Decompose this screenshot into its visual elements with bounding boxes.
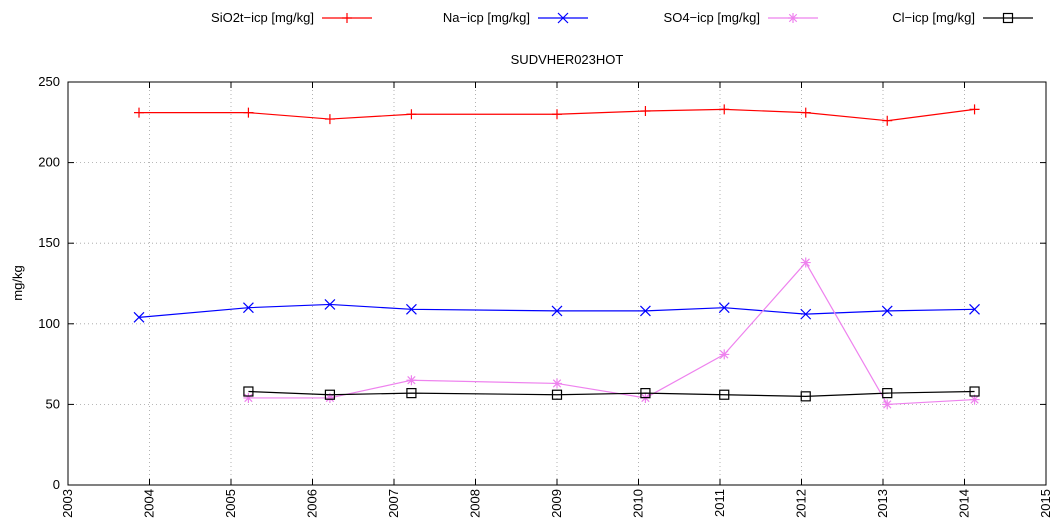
plus-marker [882, 115, 893, 126]
series-layer [133, 104, 980, 410]
x-tick-label: 2003 [60, 489, 75, 518]
legend-label: Cl−icp [mg/kg] [892, 10, 975, 25]
square-marker [719, 389, 730, 400]
series-line [138, 303, 975, 318]
cross-marker [324, 299, 336, 310]
legend-entry: Cl−icp [mg/kg] [892, 10, 1033, 25]
y-axis: 0 50 100 150 200 250 [38, 74, 1046, 492]
plus-marker [134, 107, 145, 118]
cross-marker [242, 302, 254, 314]
plus-marker [800, 107, 811, 118]
x-tick-label: 2008 [468, 489, 483, 518]
x-tick-label: 2011 [712, 489, 727, 517]
star-marker [969, 394, 980, 405]
plus-marker [969, 104, 980, 115]
star-marker [788, 13, 798, 23]
plus-marker [406, 109, 417, 120]
square-marker [243, 386, 254, 397]
y-tick-label: 0 [53, 477, 60, 492]
cross-marker [557, 12, 569, 24]
plus-marker [342, 13, 352, 23]
cross-marker [133, 311, 145, 323]
legend-label: SiO2t−icp [mg/kg] [211, 10, 314, 25]
series-1 [133, 299, 980, 323]
star-marker [324, 392, 335, 403]
y-tick-label: 200 [38, 155, 60, 170]
chart-title: SUDVHER023HOT [511, 52, 624, 67]
cross-marker [969, 303, 980, 315]
grid [68, 82, 1046, 485]
cross-marker [718, 302, 730, 314]
square-marker [969, 386, 980, 397]
star-marker [552, 378, 562, 389]
plus-marker [243, 107, 254, 118]
series-line [248, 390, 975, 397]
x-tick-label: 2005 [223, 489, 238, 518]
square-marker [882, 388, 893, 399]
star-marker [800, 257, 811, 268]
cross-marker [639, 305, 651, 317]
star-marker [243, 392, 254, 403]
star-marker [406, 375, 417, 386]
square-marker [800, 391, 811, 402]
square-marker [1002, 12, 1014, 24]
legend-entry: SiO2t−icp [mg/kg] [211, 10, 372, 25]
y-tick-label: 250 [38, 74, 60, 89]
square-marker [551, 389, 563, 400]
x-tick-label: 2012 [794, 489, 809, 518]
cross-marker [800, 308, 812, 320]
legend-label: SO4−icp [mg/kg] [664, 10, 760, 25]
y-axis-title: mg/kg [10, 265, 25, 300]
y-tick-label: 150 [38, 235, 60, 250]
series-2 [243, 257, 980, 410]
x-tick-label: 2007 [386, 489, 401, 518]
x-tick-label: 2010 [631, 489, 646, 518]
legend-label: Na−icp [mg/kg] [443, 10, 530, 25]
y-tick-label: 100 [38, 316, 60, 331]
x-tick-label: 2015 [1038, 489, 1053, 518]
series-3 [243, 386, 980, 402]
plus-marker [324, 114, 335, 125]
x-tick-label: 2006 [305, 489, 320, 518]
legend-entry: SO4−icp [mg/kg] [664, 10, 818, 25]
star-marker [719, 349, 730, 360]
square-marker [406, 388, 417, 399]
series-0 [134, 104, 980, 126]
cross-marker [551, 305, 563, 317]
square-marker [640, 388, 651, 399]
series-line [248, 261, 975, 406]
plus-marker [719, 104, 730, 115]
star-marker [882, 399, 893, 410]
series-line [139, 108, 975, 122]
y-tick-label: 50 [46, 396, 60, 411]
x-axis: 2003 2004 2005 2006 2007 2008 2009 2010 2011 2012… [60, 82, 1053, 518]
cross-marker [881, 305, 893, 317]
legend: SiO2t−icp [mg/kg] Na−icp [mg/kg] SO4−icp [… [211, 10, 1033, 25]
x-tick-label: 2009 [549, 489, 564, 518]
x-tick-label: 2004 [142, 489, 157, 518]
legend-entry: Na−icp [mg/kg] [443, 10, 588, 25]
x-tick-label: 2014 [957, 489, 972, 518]
cross-marker [405, 303, 417, 315]
plus-marker [552, 109, 562, 120]
x-tick-label: 2013 [875, 489, 890, 518]
plus-marker [640, 106, 651, 117]
square-marker [324, 389, 336, 400]
